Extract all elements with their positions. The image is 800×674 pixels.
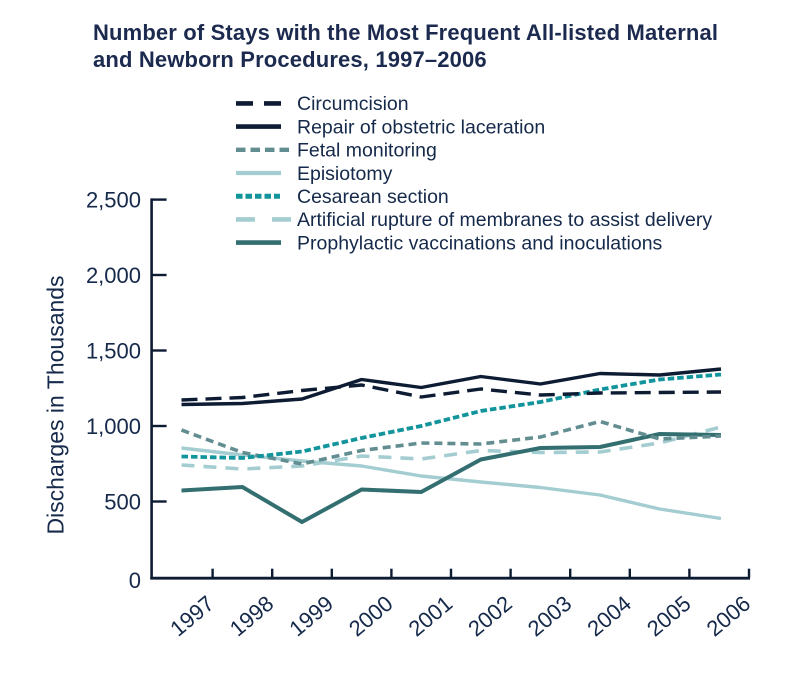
svg-text:Repair of obstetric laceration: Repair of obstetric laceration <box>297 116 545 138</box>
svg-text:Episiotomy: Episiotomy <box>297 163 393 185</box>
svg-text:500: 500 <box>104 489 141 514</box>
svg-text:and Newborn Procedures, 1997–2: and Newborn Procedures, 1997–2006 <box>93 47 487 72</box>
svg-text:2,000: 2,000 <box>86 263 141 288</box>
svg-text:Prophylactic vaccinations and: Prophylactic vaccinations and inoculatio… <box>297 232 663 254</box>
svg-text:Cesarean section: Cesarean section <box>297 186 449 208</box>
svg-text:Artificial rupture of membrane: Artificial rupture of membranes to assis… <box>297 209 712 231</box>
svg-text:1,500: 1,500 <box>86 338 141 363</box>
svg-text:Discharges in Thousands: Discharges in Thousands <box>43 275 69 534</box>
svg-text:2,500: 2,500 <box>86 187 141 212</box>
svg-text:1,000: 1,000 <box>86 414 141 439</box>
svg-text:Number of Stays with the Most: Number of Stays with the Most Frequent A… <box>93 20 718 45</box>
svg-text:0: 0 <box>129 568 141 593</box>
svg-text:Circumcision: Circumcision <box>297 93 409 115</box>
svg-text:Fetal monitoring: Fetal monitoring <box>297 140 437 162</box>
